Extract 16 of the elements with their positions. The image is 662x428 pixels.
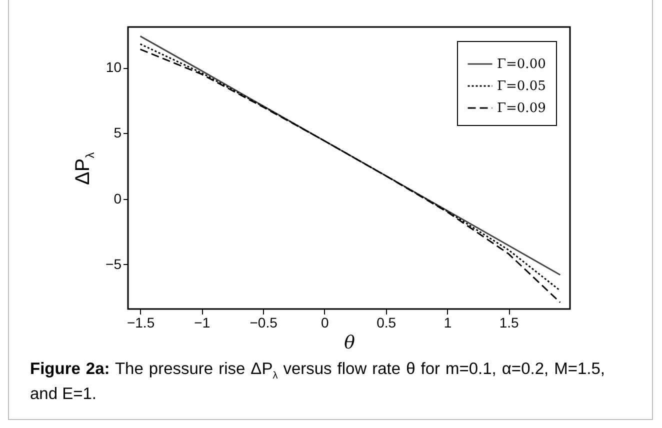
x-axis-title: θ — [344, 332, 356, 354]
x-tick-label: 0 — [321, 314, 330, 330]
y-tick-label: 5 — [114, 124, 122, 141]
legend-label: Γ=0.09 — [497, 101, 546, 116]
y-tick-label: 0 — [114, 190, 122, 206]
x-tick-label: 1.5 — [499, 314, 520, 330]
text: Figure 2a: The pressure rise ΔP$_{λ}$ versus flow rate θ for m=0.1, α=0.2, M=1.5, and E=1. — [30, 360, 605, 404]
x-tick-label: 1 — [444, 314, 452, 330]
y-tick-label: 10 — [106, 59, 122, 76]
legend-label: Γ=0.05 — [497, 79, 546, 94]
x-tick-label: 0.5 — [376, 314, 396, 330]
x-tick-label: −1 — [194, 314, 210, 330]
x-tick-label: −0.5 — [250, 314, 278, 330]
legend-label: Γ=0.00 — [497, 57, 546, 72]
y-tick-label: −5 — [106, 256, 122, 272]
x-tick-label: −1.5 — [126, 314, 155, 330]
